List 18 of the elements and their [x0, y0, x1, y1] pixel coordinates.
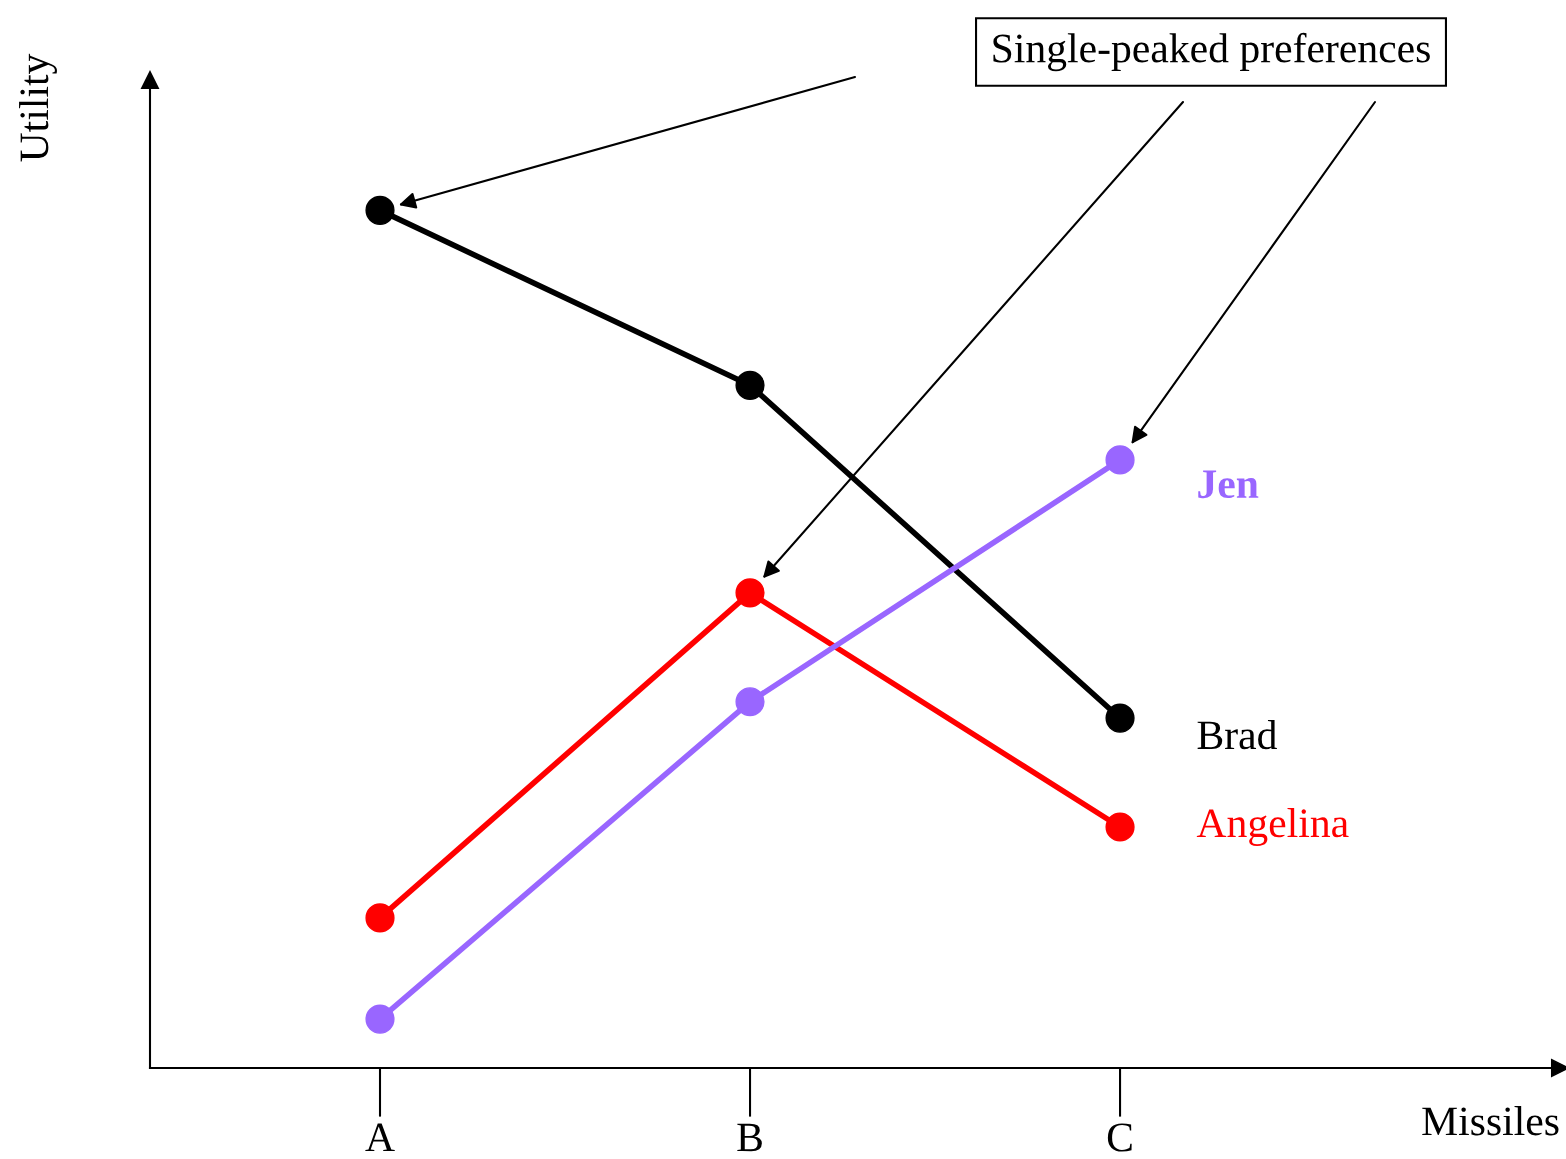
x-tick-label: B	[737, 1123, 762, 1152]
point	[1105, 445, 1135, 475]
text: Single-peaked preferences	[993, 32, 1430, 72]
point	[365, 903, 395, 933]
point	[735, 687, 765, 717]
series-label: Angelina	[1196, 808, 1349, 846]
point	[365, 1004, 395, 1034]
series-label: Brad	[1197, 720, 1277, 750]
point	[365, 195, 395, 225]
x-tick-label: C	[1107, 1123, 1132, 1152]
point	[735, 370, 765, 400]
point	[1105, 703, 1135, 733]
y-axis-title: Utility	[19, 53, 57, 162]
point	[735, 578, 765, 608]
point	[1105, 812, 1135, 842]
series-label: Jen	[1198, 470, 1259, 499]
x-tick-label: A	[365, 1123, 395, 1152]
x-axis-title: Missiles	[1422, 1106, 1559, 1136]
